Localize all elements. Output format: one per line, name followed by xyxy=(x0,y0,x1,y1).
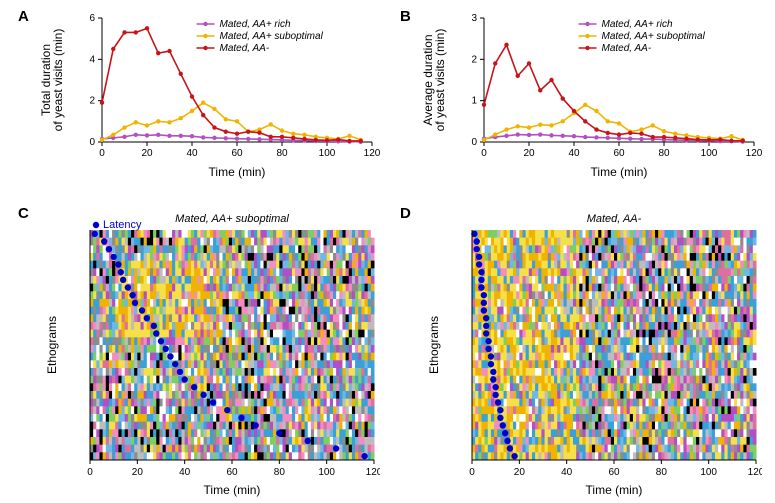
svg-text:2: 2 xyxy=(89,96,95,107)
svg-text:0: 0 xyxy=(89,137,95,148)
svg-text:0: 0 xyxy=(471,137,477,148)
svg-text:Mated, AA+ suboptimal: Mated, AA+ suboptimal xyxy=(602,31,706,42)
svg-text:80: 80 xyxy=(658,148,670,159)
svg-text:120: 120 xyxy=(366,467,380,478)
svg-text:60: 60 xyxy=(226,467,238,478)
svg-text:100: 100 xyxy=(318,467,335,478)
svg-text:3: 3 xyxy=(471,13,477,24)
svg-text:80: 80 xyxy=(274,467,286,478)
svg-text:120: 120 xyxy=(364,148,380,159)
svg-text:20: 20 xyxy=(141,148,153,159)
svg-text:Time (min): Time (min) xyxy=(591,165,648,179)
svg-text:Ethograms: Ethograms xyxy=(45,316,59,374)
svg-text:6: 6 xyxy=(89,13,95,24)
svg-text:20: 20 xyxy=(523,148,535,159)
svg-text:Time (min): Time (min) xyxy=(204,483,261,497)
svg-text:120: 120 xyxy=(746,148,762,159)
svg-text:60: 60 xyxy=(613,148,625,159)
svg-text:Latency: Latency xyxy=(103,219,142,231)
svg-text:Mated, AA+ rich: Mated, AA+ rich xyxy=(220,19,291,30)
svg-text:Mated, AA+ rich: Mated, AA+ rich xyxy=(602,19,673,30)
svg-text:40: 40 xyxy=(568,148,580,159)
panel-label-d: D xyxy=(400,205,411,222)
svg-text:0: 0 xyxy=(87,467,93,478)
svg-text:Mated, AA-: Mated, AA- xyxy=(220,43,270,54)
svg-text:0: 0 xyxy=(99,148,105,159)
panel-b-svg: 0 20 40 60 80 100 120 0 1 2 3 Time (min) Average dur… xyxy=(422,12,762,182)
svg-text:4: 4 xyxy=(89,54,95,65)
svg-text:100: 100 xyxy=(701,148,718,159)
svg-text:Mated, AA+ suboptimal: Mated, AA+ suboptimal xyxy=(220,31,324,42)
svg-text:20: 20 xyxy=(132,467,144,478)
svg-text:Mated, AA+ suboptimal: Mated, AA+ suboptimal xyxy=(175,213,289,225)
svg-text:Total durationof yeast visits: Total durationof yeast visits (min) xyxy=(40,29,65,132)
svg-text:40: 40 xyxy=(179,467,191,478)
panel-c-svg: Mated, AA+ suboptimal Latency 0 20 40 60 80 100… xyxy=(40,210,380,500)
svg-text:100: 100 xyxy=(319,148,336,159)
svg-text:40: 40 xyxy=(186,148,198,159)
svg-text:Average durationof yeast visit: Average durationof yeast visits (min) xyxy=(422,29,447,132)
svg-text:Time (min): Time (min) xyxy=(209,165,266,179)
svg-text:Mated, AA-: Mated, AA- xyxy=(587,213,642,225)
svg-text:2: 2 xyxy=(471,54,477,65)
panel-label-a: A xyxy=(18,8,29,25)
svg-text:80: 80 xyxy=(276,148,288,159)
figure-root: A B C D 0204060801001200246Time (min)Tot… xyxy=(0,0,775,503)
panel-d-svg: Mated, AA-020406080100120Time (min)Ethog… xyxy=(422,210,762,500)
svg-text:0: 0 xyxy=(481,148,487,159)
panel-a-svg: 0 20 40 60 80 100 120 0 2 4 6 Time (min) Total durat… xyxy=(40,12,380,182)
svg-text:60: 60 xyxy=(231,148,243,159)
panel-label-c: C xyxy=(18,205,29,222)
svg-text:1: 1 xyxy=(471,96,477,107)
svg-text:Mated, AA-: Mated, AA- xyxy=(602,43,652,54)
panel-label-b: B xyxy=(400,8,411,25)
